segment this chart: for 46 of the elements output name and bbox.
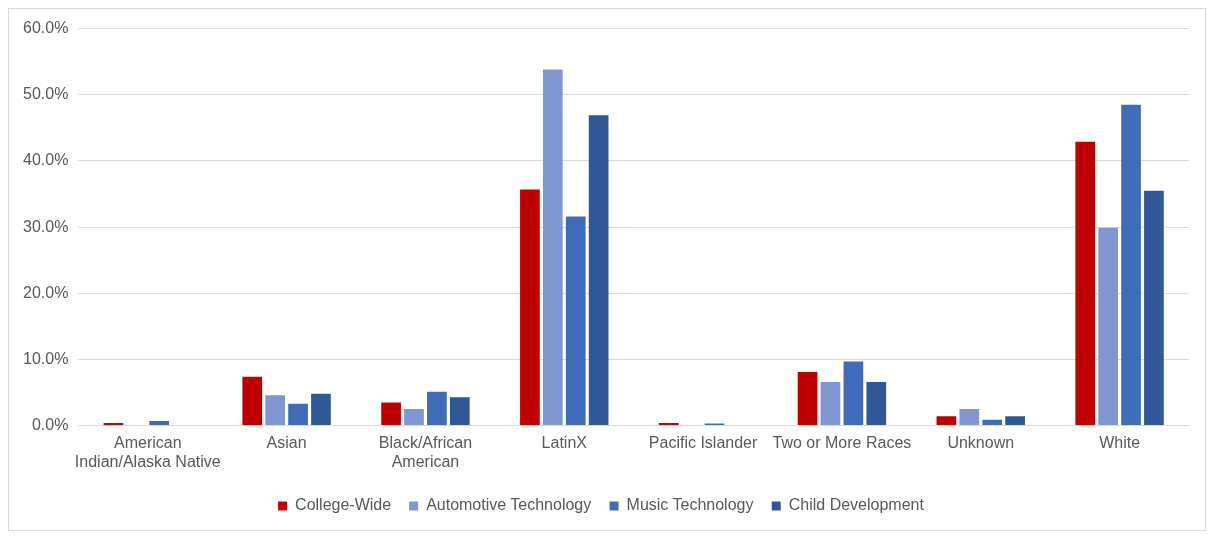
y-tick-label: 10.0% xyxy=(22,349,69,367)
y-tick-label: 60.0% xyxy=(22,19,69,37)
bar xyxy=(797,372,818,426)
x-tick-label: White xyxy=(1099,433,1141,451)
bar xyxy=(866,381,887,426)
y-tick-label: 50.0% xyxy=(22,85,69,103)
bar xyxy=(1075,141,1096,426)
bar xyxy=(288,403,308,426)
bar xyxy=(1144,190,1164,426)
bar xyxy=(843,361,864,426)
x-tick-label: American Indian/Alaska Native xyxy=(74,433,221,470)
y-tick-label: 40.0% xyxy=(22,151,69,169)
bar xyxy=(1098,227,1118,426)
bar xyxy=(103,422,124,426)
y-tick-label: 30.0% xyxy=(22,217,69,235)
bar xyxy=(404,409,424,426)
x-tick-label: Asian xyxy=(266,433,307,451)
bar xyxy=(242,376,263,426)
x-tick-label: Pacific Islander xyxy=(648,433,759,451)
y-tick-label: 20.0% xyxy=(22,283,69,301)
legend-label: Automotive Technology xyxy=(426,496,592,514)
x-tick-label: Unknown xyxy=(947,433,1015,451)
bar xyxy=(311,393,331,426)
bar xyxy=(449,397,470,426)
y-tick-label: 0.0% xyxy=(31,416,69,434)
x-tick-label: Two or More Races xyxy=(772,433,912,451)
bar xyxy=(381,402,401,426)
legend-label: Music Technology xyxy=(626,496,754,514)
bar xyxy=(542,69,563,426)
bar xyxy=(936,416,957,426)
bar xyxy=(982,419,1003,426)
x-tick-label: Black/African American xyxy=(378,433,473,470)
bar xyxy=(588,115,609,426)
bar xyxy=(265,395,286,426)
bar xyxy=(520,189,540,426)
legend-label: College-Wide xyxy=(295,496,392,514)
bar xyxy=(820,381,841,426)
legend-label: Child Development xyxy=(788,496,925,514)
bar xyxy=(149,420,170,426)
bar xyxy=(658,422,679,426)
bar xyxy=(959,409,980,426)
bar xyxy=(1121,104,1141,426)
bar xyxy=(427,391,447,426)
x-tick-label: LatinX xyxy=(541,433,588,451)
bar xyxy=(1005,416,1025,426)
bar xyxy=(565,216,586,426)
